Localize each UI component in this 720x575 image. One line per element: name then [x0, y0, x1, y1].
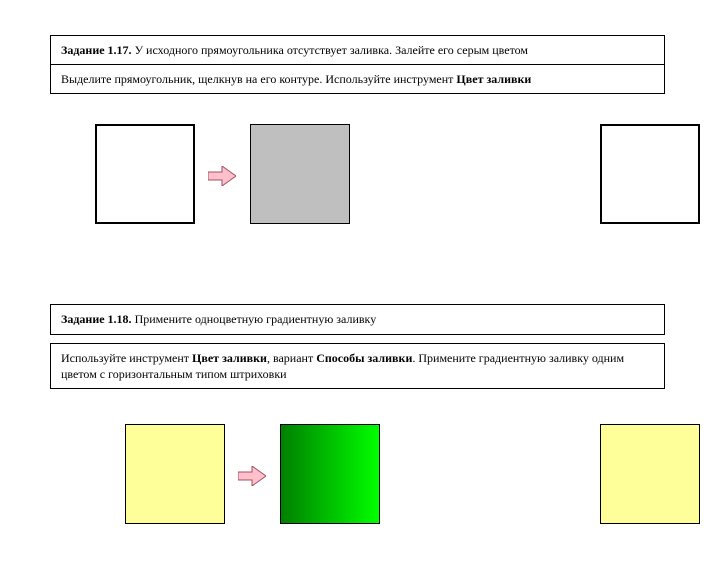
- task2-title-box: Задание 1.18. Примените одноцветную град…: [50, 304, 665, 334]
- task2-instr-b: Цвет заливки: [192, 351, 267, 365]
- rect-gradient-green: [280, 424, 380, 524]
- task2-instr-box: Используйте инструмент Цвет заливки, вар…: [50, 343, 665, 389]
- arrow-icon: [208, 166, 236, 186]
- rect-right-1: [600, 124, 700, 224]
- task1-title-rest: У исходного прямоугольника отсутствует з…: [132, 43, 528, 57]
- shapes-row-2: [0, 424, 720, 554]
- task1-title-box: Задание 1.17. У исходного прямоугольника…: [50, 35, 665, 65]
- rect-right-2: [600, 424, 700, 524]
- rect-unfilled: [95, 124, 195, 224]
- task2-instr-d: Способы заливки: [316, 351, 412, 365]
- rect-yellow: [125, 424, 225, 524]
- task1-instr-box: Выделите прямоугольник, щелкнув на его к…: [50, 65, 665, 94]
- arrow-icon: [238, 466, 266, 486]
- task2-title-rest: Примените одноцветную градиентную заливк…: [132, 312, 377, 326]
- task1-title-bold: Задание 1.17.: [61, 43, 132, 57]
- task2-instr-c: , вариант: [267, 351, 316, 365]
- task2-instr-a: Используйте инструмент: [61, 351, 192, 365]
- shapes-row-1: [0, 124, 720, 254]
- task1-instr-b: Цвет заливки: [456, 72, 531, 86]
- task1-instr-a: Выделите прямоугольник, щелкнув на его к…: [61, 72, 456, 86]
- rect-filled-gray: [250, 124, 350, 224]
- task2-title-bold: Задание 1.18.: [61, 312, 132, 326]
